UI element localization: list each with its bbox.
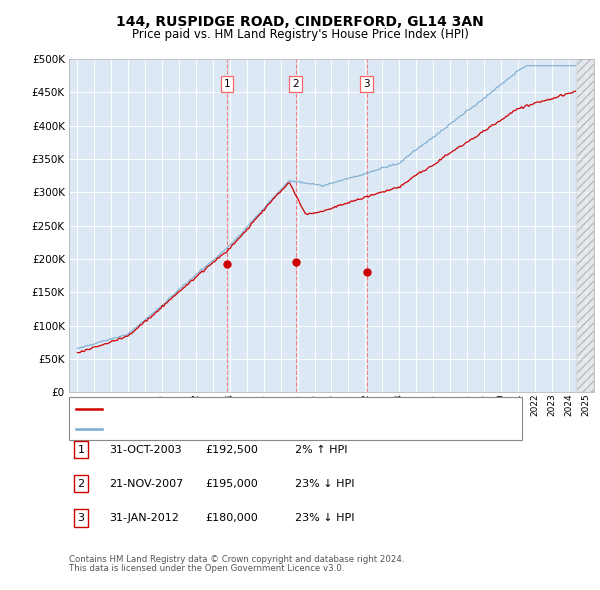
Text: £195,000: £195,000 [205,479,258,489]
Text: 31-OCT-2003: 31-OCT-2003 [109,445,182,454]
Text: 2: 2 [77,479,85,489]
Text: 2: 2 [292,79,299,89]
Text: 3: 3 [364,79,370,89]
Text: £180,000: £180,000 [205,513,258,523]
Text: HPI: Average price, detached house, Forest of Dean: HPI: Average price, detached house, Fore… [106,424,375,434]
Text: 23% ↓ HPI: 23% ↓ HPI [295,479,355,489]
Text: 31-JAN-2012: 31-JAN-2012 [109,513,179,523]
Text: 2% ↑ HPI: 2% ↑ HPI [295,445,348,454]
Text: 21-NOV-2007: 21-NOV-2007 [109,479,184,489]
Text: 144, RUSPIDGE ROAD, CINDERFORD, GL14 3AN (detached house): 144, RUSPIDGE ROAD, CINDERFORD, GL14 3AN… [106,404,448,414]
Text: 3: 3 [77,513,85,523]
Text: Contains HM Land Registry data © Crown copyright and database right 2024.: Contains HM Land Registry data © Crown c… [69,555,404,564]
Text: 144, RUSPIDGE ROAD, CINDERFORD, GL14 3AN: 144, RUSPIDGE ROAD, CINDERFORD, GL14 3AN [116,15,484,30]
Bar [577,59,594,392]
Text: £192,500: £192,500 [205,445,258,454]
Text: This data is licensed under the Open Government Licence v3.0.: This data is licensed under the Open Gov… [69,565,344,573]
Text: Price paid vs. HM Land Registry's House Price Index (HPI): Price paid vs. HM Land Registry's House … [131,28,469,41]
Bar [577,59,594,392]
Text: 1: 1 [77,445,85,454]
Text: 1: 1 [224,79,230,89]
Text: 23% ↓ HPI: 23% ↓ HPI [295,513,355,523]
